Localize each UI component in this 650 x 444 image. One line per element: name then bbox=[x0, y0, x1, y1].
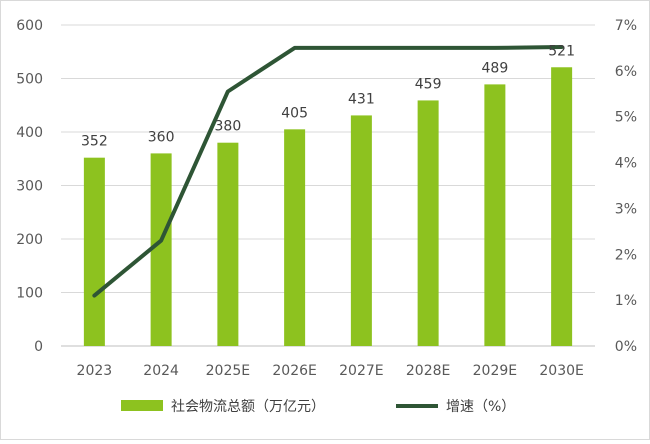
bar-data-label: 431 bbox=[348, 91, 375, 107]
bar bbox=[417, 100, 439, 346]
growth-line bbox=[92, 45, 564, 298]
left-axis-tick-label: 200 bbox=[16, 232, 43, 248]
legend: 社会物流总额（万亿元） 增速（%） bbox=[121, 399, 515, 415]
right-axis-tick-label: 4% bbox=[615, 156, 637, 172]
bar-data-label: 489 bbox=[482, 60, 509, 76]
bar-data-label: 380 bbox=[215, 119, 242, 135]
right-axis-tick-label: 6% bbox=[615, 64, 637, 80]
bar-series bbox=[83, 67, 573, 346]
bar bbox=[83, 157, 105, 346]
right-axis-tick-label: 1% bbox=[615, 293, 637, 309]
line-series bbox=[92, 45, 564, 298]
x-axis-tick-label: 2025E bbox=[206, 363, 250, 379]
bar-data-label: 360 bbox=[148, 129, 175, 145]
right-axis-tick-label: 0% bbox=[615, 339, 637, 355]
left-axis-tick-label: 100 bbox=[16, 286, 43, 302]
legend-bar-label: 社会物流总额（万亿元） bbox=[171, 399, 325, 415]
left-axis-tick-label: 600 bbox=[16, 18, 43, 34]
bar-data-label: 405 bbox=[281, 105, 308, 121]
x-axis-tick-label: 2028E bbox=[406, 363, 450, 379]
right-axis-tick-label: 7% bbox=[615, 18, 637, 34]
right-axis-ticks: 0% 1% 2% 3% 4% 5% 6% 7% bbox=[615, 18, 637, 355]
bar bbox=[350, 115, 372, 346]
x-axis-tick-label: 2024 bbox=[143, 363, 179, 379]
left-axis-tick-label: 400 bbox=[16, 125, 43, 141]
x-axis-tick-label: 2029E bbox=[473, 363, 517, 379]
left-axis-tick-label: 300 bbox=[16, 179, 43, 195]
bar bbox=[484, 84, 506, 346]
x-axis-ticks: 2023 2024 2025E 2026E 2027E 2028E 2029E 2030E bbox=[77, 363, 584, 379]
right-axis-tick-label: 5% bbox=[615, 110, 637, 126]
bar-data-label: 459 bbox=[415, 76, 442, 92]
left-axis-tick-label: 0 bbox=[34, 339, 43, 355]
x-axis-tick-label: 2030E bbox=[539, 363, 583, 379]
legend-line-label: 增速（%） bbox=[446, 399, 515, 415]
bar bbox=[217, 142, 239, 346]
bar-data-label: 352 bbox=[81, 134, 108, 150]
bar bbox=[551, 67, 573, 346]
right-axis-tick-label: 2% bbox=[615, 247, 637, 263]
bar-data-label: 521 bbox=[548, 43, 575, 59]
left-axis-ticks: 0 100 200 300 400 500 600 bbox=[16, 18, 43, 355]
legend-bar-swatch bbox=[121, 400, 163, 411]
x-axis-tick-label: 2023 bbox=[77, 363, 113, 379]
bar bbox=[150, 153, 172, 346]
bar bbox=[284, 129, 306, 346]
data-labels: 352 360 380 405 431 459 489 521 bbox=[81, 43, 575, 149]
left-axis-tick-label: 500 bbox=[16, 72, 43, 88]
gridlines bbox=[61, 24, 595, 347]
x-axis-tick-label: 2026E bbox=[272, 363, 316, 379]
right-axis-tick-label: 3% bbox=[615, 201, 637, 217]
x-axis-tick-label: 2027E bbox=[339, 363, 383, 379]
